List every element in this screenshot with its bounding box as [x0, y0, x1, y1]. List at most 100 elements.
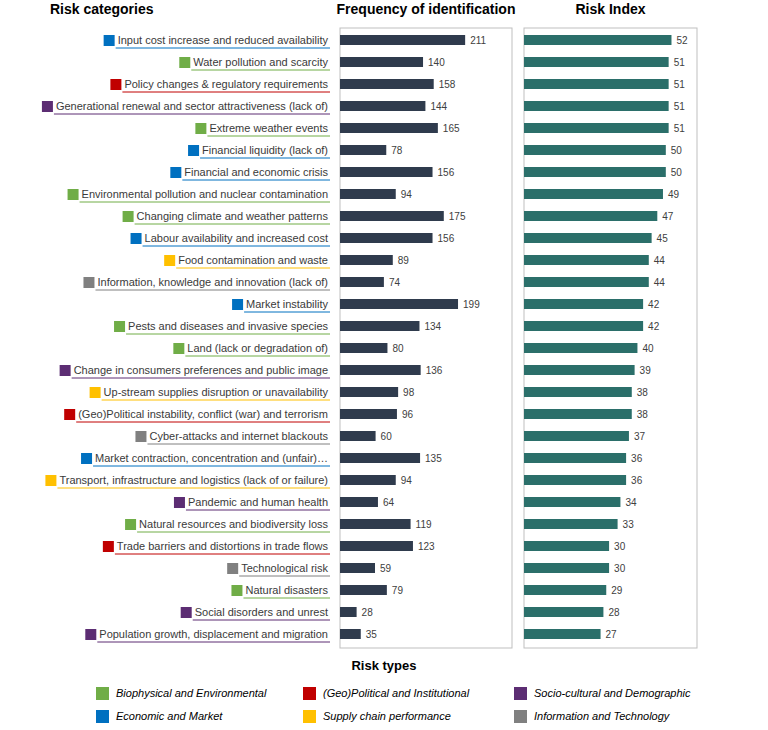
data-label: 144 — [430, 101, 447, 112]
category-underline — [193, 620, 330, 621]
category-underline — [97, 642, 330, 643]
bar — [340, 387, 398, 397]
risk-type-marker — [181, 607, 192, 618]
legend-label: (Geo)Political and Institutional — [323, 687, 470, 699]
data-label: 59 — [380, 563, 392, 574]
data-label: 94 — [401, 475, 413, 486]
bar — [524, 321, 643, 331]
bar — [340, 541, 413, 551]
risk-type-marker — [170, 167, 181, 178]
category-label: Generational renewal and sector attracti… — [56, 100, 328, 112]
bar — [524, 35, 671, 45]
bar — [340, 519, 411, 529]
bar — [524, 409, 632, 419]
category-label: Water pollution and scarcity — [193, 56, 328, 68]
category-label: Technological risk — [241, 562, 328, 574]
category-label: (Geo)Political instability, conflict (wa… — [78, 408, 328, 420]
bar — [524, 585, 606, 595]
bar — [340, 167, 433, 177]
bar — [340, 35, 465, 45]
legend-label: Information and Technology — [534, 710, 671, 722]
page: {"chart_data": [ {"type": "bar", "title"… — [0, 0, 768, 730]
data-label: 28 — [362, 607, 374, 618]
category-underline — [102, 400, 330, 401]
category-underline — [243, 598, 330, 599]
data-label: 34 — [625, 497, 637, 508]
risk-type-marker — [45, 475, 56, 486]
category-underline — [239, 576, 330, 577]
bar — [340, 277, 384, 287]
category-underline — [191, 70, 330, 71]
bar — [340, 211, 444, 221]
category-label: Change in consumers preferences and publ… — [74, 364, 328, 376]
data-label: 36 — [631, 475, 643, 486]
data-label: 51 — [674, 101, 686, 112]
bar — [340, 431, 376, 441]
category-label: Market contraction, concentration and (u… — [95, 452, 328, 464]
bar — [524, 277, 649, 287]
category-underline — [244, 312, 330, 313]
background — [0, 0, 768, 730]
category-underline — [115, 554, 330, 555]
risk-type-marker — [110, 79, 121, 90]
data-label: 74 — [389, 277, 401, 288]
data-label: 30 — [614, 541, 626, 552]
bar — [524, 255, 649, 265]
bar — [340, 255, 393, 265]
category-label: Pandemic and human health — [188, 496, 328, 508]
data-label: 119 — [416, 519, 432, 530]
data-label: 136 — [426, 365, 443, 376]
legend-swatch — [96, 687, 109, 700]
bar — [524, 497, 620, 507]
bar — [340, 629, 361, 639]
category-underline — [57, 488, 330, 489]
data-label: 51 — [674, 123, 686, 134]
legend-title: Risk types — [351, 658, 416, 673]
bar — [340, 189, 396, 199]
data-label: 80 — [392, 343, 404, 354]
bars — [340, 35, 465, 639]
data-label: 79 — [392, 585, 404, 596]
category-underline — [72, 378, 330, 379]
category-label: Cyber-attacks and internet blackouts — [149, 430, 328, 442]
data-label: 37 — [634, 431, 646, 442]
legend-label: Supply chain performance — [323, 710, 451, 722]
bar — [340, 409, 397, 419]
risk-type-marker — [179, 57, 190, 68]
data-label: 50 — [671, 145, 683, 156]
category-underline — [116, 48, 330, 49]
category-underline — [95, 290, 330, 291]
bar — [340, 497, 378, 507]
risk-type-marker — [104, 35, 115, 46]
bar — [340, 123, 438, 133]
category-label: Financial and economic crisis — [184, 166, 328, 178]
bar — [524, 519, 618, 529]
data-label: 44 — [654, 277, 666, 288]
bar — [340, 79, 434, 89]
panel-title: Risk Index — [575, 1, 645, 17]
data-label: 123 — [418, 541, 435, 552]
data-label: 40 — [642, 343, 654, 354]
bar — [340, 321, 419, 331]
category-label: Input cost increase and reduced availabi… — [118, 34, 329, 46]
axis-label: Risk categories — [50, 1, 154, 17]
risk-type-marker — [68, 189, 79, 200]
bar — [524, 365, 635, 375]
bar — [524, 123, 669, 133]
bar — [524, 629, 601, 639]
category-label: Population growth, displacement and migr… — [99, 628, 328, 640]
category-label: Information, knowledge and innovation (l… — [97, 276, 328, 288]
category-underline — [186, 510, 330, 511]
bar — [340, 233, 433, 243]
legend-swatch — [514, 687, 527, 700]
bar — [524, 431, 629, 441]
bar — [340, 585, 387, 595]
risk-type-marker — [227, 563, 238, 574]
data-label: 42 — [648, 321, 660, 332]
bar — [524, 387, 632, 397]
category-underline — [54, 114, 330, 115]
bar — [340, 475, 396, 485]
legend-swatch — [96, 710, 109, 723]
legend-label: Economic and Market — [116, 710, 223, 722]
legend-label: Biophysical and Environmental — [116, 687, 267, 699]
